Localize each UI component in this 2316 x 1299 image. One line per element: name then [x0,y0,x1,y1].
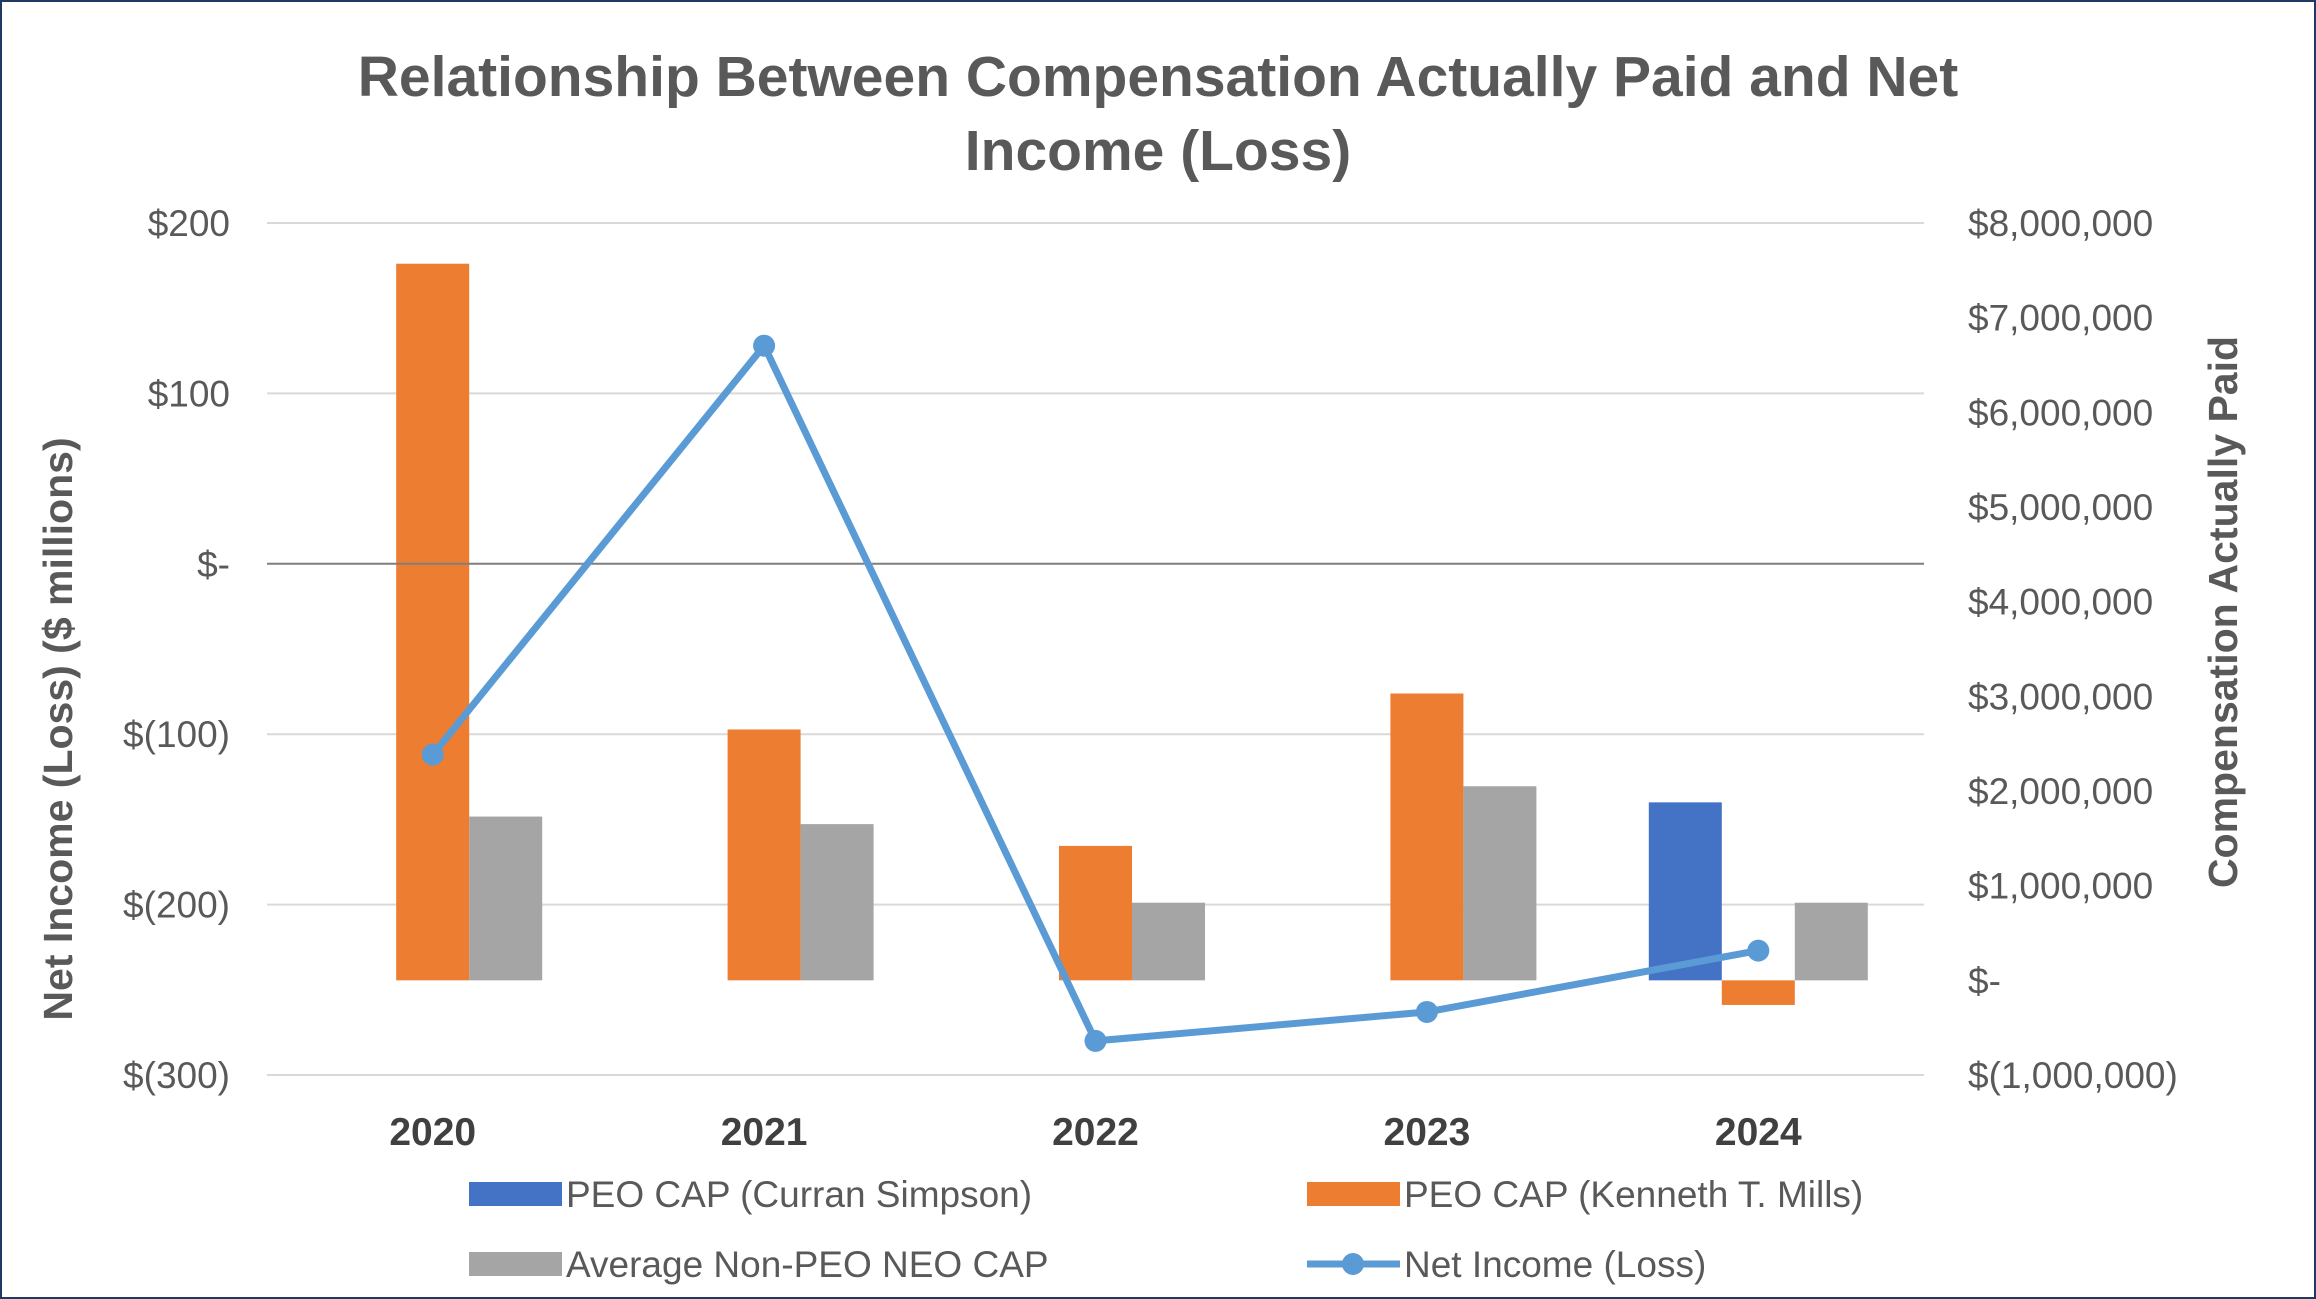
bar-average-non-peo-neo-cap-2023 [1463,786,1537,981]
legend-label-net-income-loss: Net Income (Loss) [1404,1244,1706,1285]
right-tick-label: $(1,000,000) [1968,1055,2178,1096]
bars [396,263,1868,1005]
bar-peo-cap-kenneth-t-mills--2021 [727,729,801,981]
net-income-line [421,334,1770,1052]
bar-average-non-peo-neo-cap-2024 [1794,902,1868,981]
right-axis-title: Compensation Actually Paid [2200,336,2246,888]
category-label-2022: 2022 [1052,1111,1139,1154]
right-tick-label: $8,000,000 [1968,203,2153,244]
right-tick-label: $1,000,000 [1968,866,2153,907]
bar-average-non-peo-neo-cap-2021 [800,824,874,981]
category-labels: 2020 2021 2022 2023 2024 [389,1111,1802,1154]
right-tick-label: $4,000,000 [1968,582,2153,623]
bar-peo-cap-kenneth-t-mills--2020 [396,263,470,981]
category-label-2020: 2020 [389,1111,476,1154]
legend-swatch-peo-cap-curran-simpson [469,1182,562,1206]
category-label-2024: 2024 [1715,1111,1802,1154]
left-tick-label: $- [197,544,230,585]
left-axis-ticks: $200 $100 $- $(100) $(200) $(300) [123,203,230,1096]
bar-peo-cap-kenneth-t-mills--2022 [1059,845,1132,981]
chart-title-line-2: Income (Loss) [965,119,1351,183]
right-tick-label: $- [1968,960,2001,1001]
left-tick-label: $100 [148,373,230,414]
legend-label-peo-cap-kenneth-t-mills: PEO CAP (Kenneth T. Mills) [1404,1174,1863,1215]
bar-average-non-peo-neo-cap-2022 [1132,902,1205,981]
net-income-point-2022 [1084,1029,1107,1052]
bar-average-non-peo-neo-cap-2020 [469,816,543,981]
left-tick-label: $(300) [123,1055,230,1096]
net-income-point-2021 [753,334,776,357]
legend-label-average-non-peo-neo-cap: Average Non-PEO NEO CAP [566,1244,1049,1285]
right-tick-label: $6,000,000 [1968,392,2153,433]
bar-peo-cap-kenneth-t-mills--2024 [1721,980,1795,1005]
right-tick-label: $5,000,000 [1968,487,2153,528]
category-label-2021: 2021 [721,1111,808,1154]
net-income-point-2024 [1747,939,1770,962]
left-tick-label: $(100) [123,714,230,755]
chart-title: Relationship Between Compensation Actual… [358,45,1958,183]
legend: PEO CAP (Curran Simpson) PEO CAP (Kenneth… [469,1174,1863,1285]
left-tick-label: $200 [148,203,230,244]
net-income-point-2020 [421,743,444,766]
bar-peo-cap-kenneth-t-mills--2023 [1390,693,1464,981]
left-tick-label: $(200) [123,885,230,926]
net-income-point-2023 [1415,1000,1438,1023]
legend-swatch-peo-cap-kenneth-t-mills [1307,1182,1400,1206]
right-tick-label: $7,000,000 [1968,298,2153,339]
chart-title-line-1: Relationship Between Compensation Actual… [358,45,1958,109]
left-axis-title: Net Income (Loss) ($ millions) [35,437,81,1020]
gridlines [267,222,1924,1076]
legend-swatch-marker-net-income-loss [1342,1253,1364,1275]
right-tick-label: $2,000,000 [1968,771,2153,812]
legend-swatch-average-non-peo-neo-cap [469,1252,562,1276]
right-tick-label: $3,000,000 [1968,676,2153,717]
category-label-2023: 2023 [1384,1111,1471,1154]
legend-label-peo-cap-curran-simpson: PEO CAP (Curran Simpson) [566,1174,1032,1215]
right-axis-ticks: $8,000,000 $7,000,000 $6,000,000 $5,000,000… [1968,203,2178,1096]
bar-peo-cap-curran-simpson--2024 [1648,802,1722,981]
